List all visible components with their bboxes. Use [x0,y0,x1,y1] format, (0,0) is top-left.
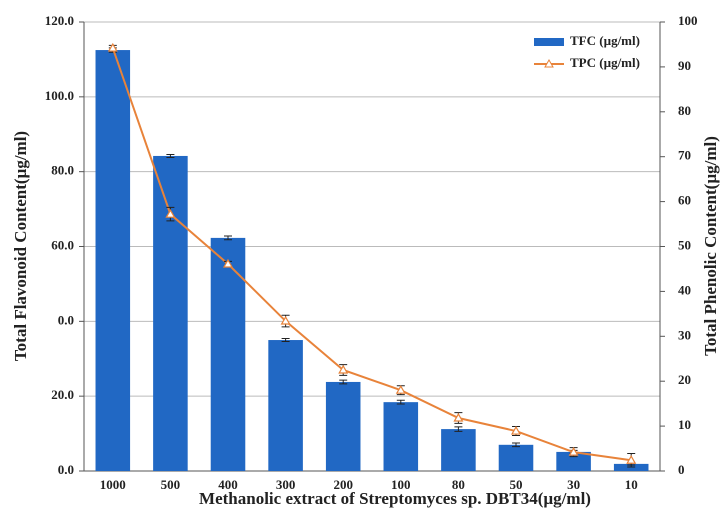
x-axis-label: Methanolic extract of Streptomyces sp. D… [199,489,591,508]
marker [568,446,579,456]
bar [153,155,188,471]
error-bar [396,399,405,405]
marker [510,425,522,435]
error-bar [454,426,463,432]
x-tick-label: 10 [625,477,638,492]
legend-label: TPC (µg/ml) [570,55,640,70]
y2-tick-label: 20 [678,372,691,387]
y2-tick-label: 100 [678,13,698,28]
y2-tick-label: 90 [678,58,691,73]
bar [556,451,591,471]
error-bar [224,235,232,241]
x-tick-label: 300 [276,477,296,492]
y2-tick-label: 40 [678,282,691,297]
marker [222,258,234,268]
x-tick-label: 400 [218,477,238,492]
y-tick-label: 120.0 [45,13,74,28]
y2-tick-label: 60 [678,193,691,208]
line [111,47,632,462]
marker [280,315,291,325]
legend-swatch [534,38,564,46]
x-tick-label: 1000 [100,477,126,492]
marker [107,42,118,52]
legend-marker [544,58,554,68]
x-tick-label: 100 [391,477,411,492]
x-tick-label: 200 [333,477,353,492]
y-tick-label: 80.0 [51,163,74,178]
marker [626,455,637,464]
y-tick-label: 20.0 [51,387,74,402]
y2-tick-label: 50 [678,237,691,252]
x-tick-label: 30 [567,477,580,492]
x-tick-label: 50 [510,477,523,492]
y-tick-label: 0.0 [58,312,74,327]
y2-axis-label: Total Phenolic Content(µg/ml) [701,136,720,356]
bar [383,402,419,471]
y2-tick-label: 10 [678,417,691,432]
x-tick-label: 80 [452,477,465,492]
marker [453,412,464,422]
error-bar [339,379,348,385]
y-tick-label: 100.0 [45,88,74,103]
bar [441,429,476,471]
x-tick-label: 500 [161,477,181,492]
y2-tick-label: 80 [678,103,691,118]
marker [395,384,406,394]
bar [95,50,131,471]
legend-label: TFC (µg/ml) [570,33,640,48]
y2-tick-label: 30 [678,327,691,342]
marker [165,208,176,218]
y2-tick-label: 0 [678,462,685,477]
y-axis-label: Total Flavonoid Content(µg/ml) [11,131,30,361]
error-bar [512,442,520,448]
marker [338,364,349,374]
y2-tick-label: 70 [678,148,691,163]
bar [210,237,246,471]
error-bar [166,153,175,158]
y-tick-label: 60.0 [51,237,74,252]
y-tick-label: 0.0 [58,462,74,477]
error-bar [281,338,290,343]
bar [325,381,361,471]
bar [498,444,534,471]
bar [268,340,303,471]
